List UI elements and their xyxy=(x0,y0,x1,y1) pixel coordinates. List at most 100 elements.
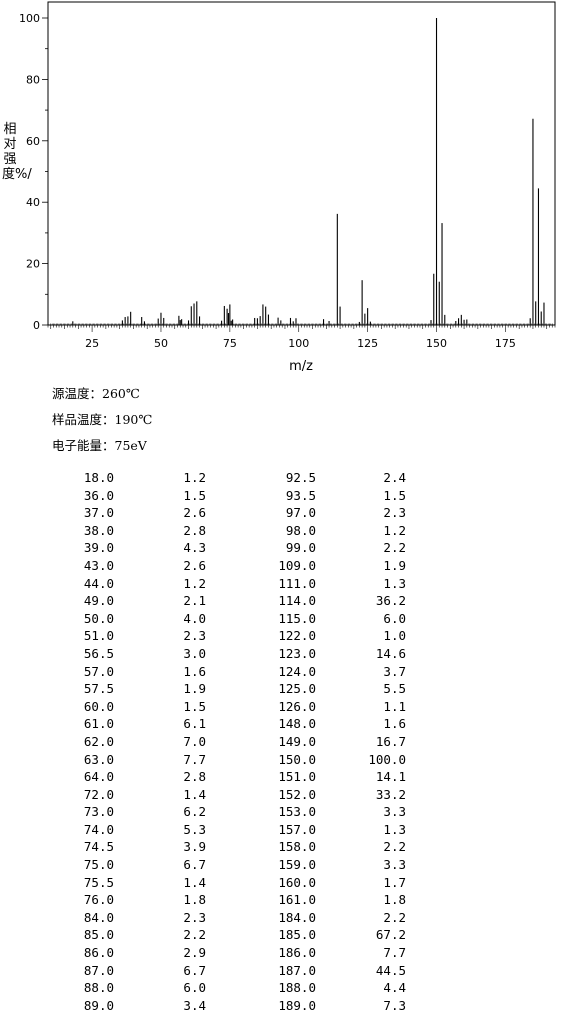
y-tick-label: 60 xyxy=(26,135,40,148)
peak-table-row: 88.0 6.0 188.0 4.4 xyxy=(52,979,422,997)
y-axis-label: 相对强度%/ xyxy=(2,122,32,182)
peak-table-row: 74.0 5.3 157.0 1.3 xyxy=(52,821,422,839)
mz-value: 37.0 xyxy=(83,505,114,521)
mz-value: 72.0 xyxy=(83,786,114,802)
mz-value: 50.0 xyxy=(83,610,114,626)
intensity-value: 1.2 xyxy=(183,470,206,485)
mz-value: 62.0 xyxy=(83,733,114,749)
mz-value: 38.0 xyxy=(83,522,114,538)
mz-value: 49.0 xyxy=(83,593,114,609)
peak-table-row: 86.0 2.9 186.0 7.7 xyxy=(52,944,422,962)
mz-value: 153.0 xyxy=(278,804,316,820)
peak-table-row: 62.0 7.0 149.0 16.7 xyxy=(52,733,422,751)
intensity-value: 3.7 xyxy=(383,663,406,679)
intensity-value: 6.0 xyxy=(183,980,206,996)
mz-value: 148.0 xyxy=(278,716,316,732)
intensity-value: 6.0 xyxy=(383,610,406,626)
x-tick-label: 25 xyxy=(85,337,99,350)
mz-value: 111.0 xyxy=(278,575,316,591)
intensity-value: 2.3 xyxy=(183,909,206,925)
mz-value: 150.0 xyxy=(278,751,316,767)
x-tick-label: 100 xyxy=(288,337,309,350)
x-tick-label: 150 xyxy=(426,337,447,350)
intensity-value: 1.2 xyxy=(183,575,206,591)
mz-value: 73.0 xyxy=(83,804,114,820)
peak-table-row: 37.0 2.6 97.0 2.3 xyxy=(52,504,422,522)
intensity-value: 7.3 xyxy=(383,997,406,1013)
intensity-value: 5.3 xyxy=(183,821,206,837)
peak-table-row: 75.0 6.7 159.0 3.3 xyxy=(52,856,422,874)
mz-value: 98.0 xyxy=(285,522,316,538)
mz-value: 60.0 xyxy=(83,698,114,714)
peak-table-row: 38.0 2.8 98.0 1.2 xyxy=(52,522,422,540)
peak-table-row: 61.0 6.1 148.0 1.6 xyxy=(52,715,422,733)
y-tick-label: 100 xyxy=(19,12,40,25)
mz-value: 122.0 xyxy=(278,628,316,644)
mz-value: 63.0 xyxy=(83,751,114,767)
mz-value: 44.0 xyxy=(83,575,114,591)
peak-table-row: 72.0 1.4 152.0 33.2 xyxy=(52,786,422,804)
intensity-value: 1.8 xyxy=(383,892,406,908)
intensity-value: 67.2 xyxy=(375,927,406,943)
peak-table-row: 74.5 3.9 158.0 2.2 xyxy=(52,838,422,856)
intensity-value: 2.3 xyxy=(383,505,406,521)
mz-value: 93.5 xyxy=(285,487,316,503)
x-tick-label: 125 xyxy=(357,337,378,350)
intensity-value: 33.2 xyxy=(375,786,406,802)
intensity-value: 1.5 xyxy=(383,487,406,503)
peak-table-row: 87.0 6.7 187.0 44.5 xyxy=(52,962,422,980)
peak-table-row: 75.5 1.4 160.0 1.7 xyxy=(52,874,422,892)
intensity-value: 3.9 xyxy=(183,839,206,855)
intensity-value: 2.2 xyxy=(383,839,406,855)
intensity-value: 6.7 xyxy=(183,857,206,873)
mz-value: 86.0 xyxy=(83,945,114,961)
mz-value: 64.0 xyxy=(83,769,114,785)
mz-value: 57.5 xyxy=(83,681,114,697)
mz-value: 76.0 xyxy=(83,892,114,908)
mz-value: 115.0 xyxy=(278,610,316,626)
mz-value: 151.0 xyxy=(278,769,316,785)
intensity-value: 1.7 xyxy=(383,874,406,890)
intensity-value: 2.3 xyxy=(183,628,206,644)
intensity-value: 1.8 xyxy=(183,892,206,908)
intensity-value: 1.1 xyxy=(383,698,406,714)
peak-table-row: 57.5 1.9 125.0 5.5 xyxy=(52,680,422,698)
mz-value: 39.0 xyxy=(83,540,114,556)
intensity-value: 3.4 xyxy=(183,997,206,1013)
intensity-value: 14.6 xyxy=(375,645,406,661)
electron-energy: 电子能量：75eV xyxy=(52,438,147,453)
peak-table-row: 49.0 2.1 114.0 36.2 xyxy=(52,592,422,610)
intensity-value: 2.4 xyxy=(383,470,406,485)
intensity-value: 2.9 xyxy=(183,945,206,961)
peak-table-row: 89.0 3.4 189.0 7.3 xyxy=(52,997,422,1015)
intensity-value: 1.5 xyxy=(183,698,206,714)
mz-value: 187.0 xyxy=(278,962,316,978)
x-tick-label: 50 xyxy=(154,337,168,350)
intensity-value: 2.6 xyxy=(183,557,206,573)
mz-value: 109.0 xyxy=(278,557,316,573)
plot-frame xyxy=(47,1,556,326)
mz-value: 56.5 xyxy=(83,645,114,661)
mz-value: 114.0 xyxy=(278,593,316,609)
peak-table-row: 57.0 1.6 124.0 3.7 xyxy=(52,663,422,681)
mz-value: 158.0 xyxy=(278,839,316,855)
intensity-value: 36.2 xyxy=(375,593,406,609)
mass-spectrum-chart: 25 50 75 100 125 150 175 0 20 40 60 80 100 m/z xyxy=(19,1,556,374)
intensity-value: 1.3 xyxy=(383,821,406,837)
intensity-value: 1.0 xyxy=(383,628,406,644)
mz-value: 43.0 xyxy=(83,557,114,573)
intensity-value: 1.6 xyxy=(383,716,406,732)
intensity-value: 1.9 xyxy=(383,557,406,573)
intensity-value: 2.2 xyxy=(183,927,206,943)
intensity-value: 4.4 xyxy=(383,980,406,996)
intensity-value: 44.5 xyxy=(375,962,406,978)
x-axis-label: m/z xyxy=(289,359,313,374)
mz-value: 57.0 xyxy=(83,663,114,679)
intensity-value: 1.5 xyxy=(183,487,206,503)
mz-value: 161.0 xyxy=(278,892,316,908)
intensity-value: 1.4 xyxy=(183,874,206,890)
mz-value: 125.0 xyxy=(278,681,316,697)
intensity-value: 7.0 xyxy=(183,733,206,749)
mz-value: 123.0 xyxy=(278,645,316,661)
peak-table-row: 84.0 2.3 184.0 2.2 xyxy=(52,909,422,927)
